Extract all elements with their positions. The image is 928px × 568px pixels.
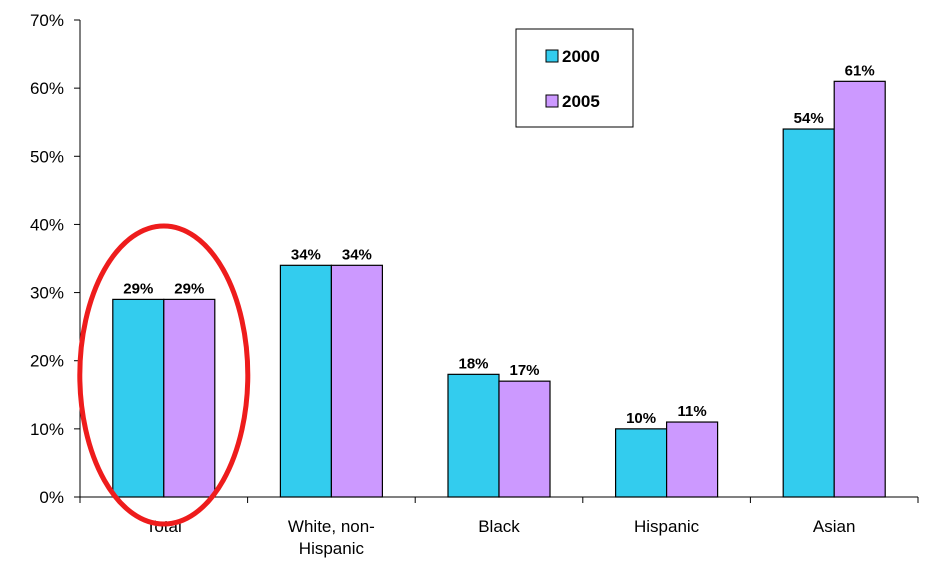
bar-2000: [112, 298, 165, 498]
x-category-label: Hispanic: [634, 517, 700, 536]
data-label-2000: 34%: [291, 246, 321, 263]
y-tick-label: 40%: [30, 215, 64, 234]
chart-bars: [112, 80, 886, 498]
y-tick-label: 20%: [30, 352, 64, 371]
legend-swatch-2000: [545, 49, 559, 63]
data-label-2005: 61%: [845, 62, 875, 79]
data-label-2000: 10%: [626, 410, 656, 427]
highlight-ellipse: [77, 223, 251, 527]
bar-2005: [498, 380, 551, 498]
bar-2000: [614, 428, 668, 498]
chart-data-labels: 29% 34% 18% 10% 54% 29% 34% 17% 11% 61%: [123, 62, 874, 427]
highlight-layer: [77, 223, 251, 527]
bar-2000: [279, 264, 332, 498]
bar-2005: [163, 298, 216, 498]
data-label-2005: 29%: [174, 280, 204, 297]
data-label-2005: 34%: [342, 246, 372, 263]
data-label-2000: 29%: [123, 280, 153, 297]
data-label-2005: 11%: [677, 403, 706, 420]
bar-2000: [447, 373, 500, 498]
x-category-label: Asian: [813, 517, 856, 536]
data-label-2000: 18%: [458, 355, 488, 372]
x-category-label: Black: [478, 517, 520, 536]
y-tick-label: 60%: [30, 79, 64, 98]
chart-legend: 2000 2005: [515, 28, 634, 128]
bar-2005: [330, 264, 383, 498]
legend-box: [515, 28, 634, 128]
y-tick-label: 0%: [39, 488, 64, 507]
data-label-2000: 54%: [794, 110, 824, 127]
y-tick-label: 70%: [30, 11, 64, 30]
x-category-label-line: Hispanic: [634, 517, 700, 536]
data-label-2005: 17%: [509, 362, 539, 379]
y-tick-label: 10%: [30, 420, 64, 439]
legend-label-2000: 2000: [562, 47, 600, 66]
bar-2005: [833, 80, 886, 498]
bar-2005: [665, 421, 719, 498]
legend-swatch-2005: [545, 94, 559, 108]
x-category-label-line: White, non-: [288, 517, 375, 536]
x-category-label-line: Hispanic: [299, 539, 365, 558]
bar-2000: [782, 128, 835, 498]
y-tick-label: 30%: [30, 284, 64, 303]
x-category-label-line: Black: [478, 517, 520, 536]
legend-label-2005: 2005: [562, 92, 600, 111]
y-tick-label: 50%: [30, 147, 64, 166]
x-category-label-line: Asian: [813, 517, 856, 536]
x-category-label: White, non- Hispanic: [288, 517, 375, 558]
